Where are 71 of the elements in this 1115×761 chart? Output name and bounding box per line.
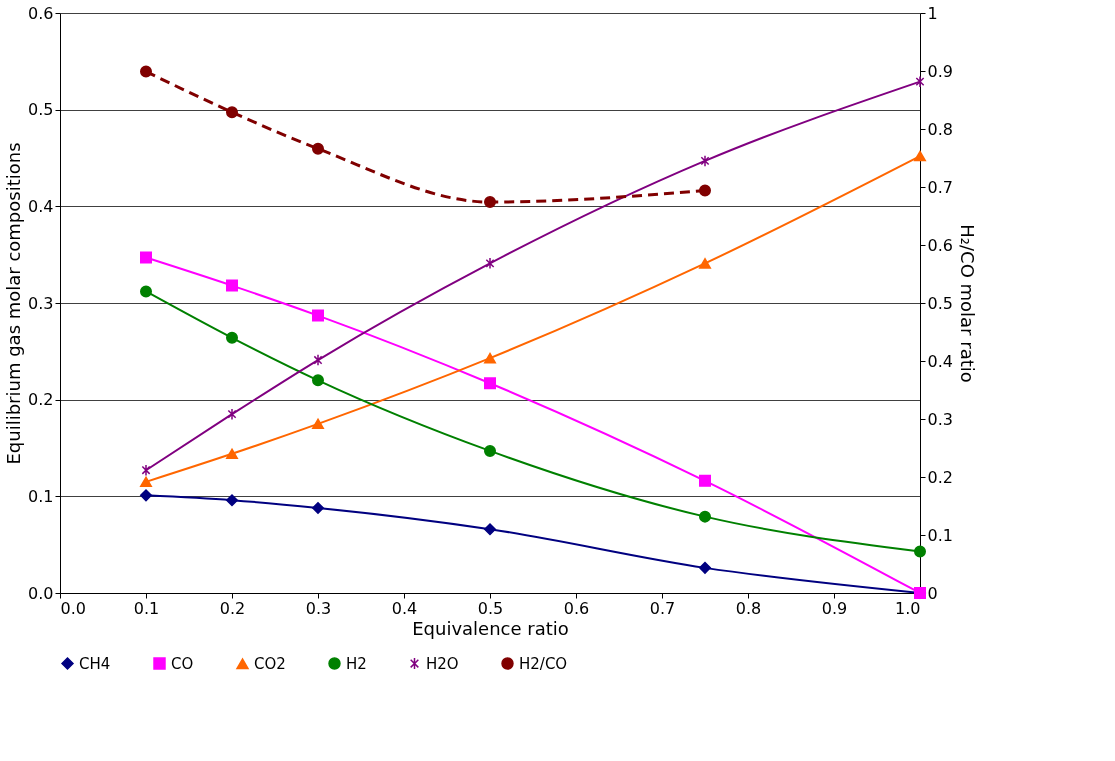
y-tick-label: 0.0 — [28, 583, 54, 603]
x-tick-label: 0.5 — [477, 598, 504, 618]
legend-label: CH4 — [79, 654, 111, 673]
point — [699, 258, 711, 269]
point — [484, 523, 496, 536]
point — [484, 352, 496, 364]
y2-tick-label: 1 — [927, 3, 938, 23]
y-tick-label: 0.1 — [28, 486, 54, 506]
y2-axis-title: H₂/CO molar ratio — [956, 224, 978, 383]
point — [226, 106, 238, 119]
x-tick-label: 0.0 — [60, 598, 86, 618]
y-axis-title: Equilibrium gas molar compositions — [3, 142, 25, 465]
y2-tick-label: 0.7 — [927, 177, 953, 197]
point — [226, 494, 238, 507]
point — [140, 476, 152, 488]
point — [140, 251, 152, 264]
y-tick-label: 0.3 — [28, 293, 54, 313]
point — [312, 142, 324, 155]
x-tick-label: 0.4 — [391, 598, 418, 618]
y2-tick-label: 0.5 — [927, 293, 953, 313]
y2-tick-label: 0.4 — [927, 351, 953, 371]
x-tick-label: 0.6 — [563, 598, 590, 618]
x-tick-label: 0.1 — [133, 598, 160, 618]
legend-label: H2 — [346, 654, 367, 673]
point — [914, 150, 926, 162]
point — [484, 444, 496, 457]
x-tick-label: 0.3 — [305, 598, 332, 618]
point — [312, 418, 324, 430]
x-tick-label: 0.2 — [219, 598, 246, 618]
point — [312, 501, 324, 514]
point — [140, 489, 152, 502]
point — [915, 75, 925, 88]
y-tick-label: 0.5 — [28, 100, 54, 120]
legend-label: CO2 — [254, 654, 286, 673]
point — [699, 561, 711, 574]
x-tick-label: 1.0 — [895, 598, 921, 618]
point — [227, 408, 237, 421]
point — [700, 154, 710, 167]
point — [699, 184, 711, 197]
point — [699, 510, 711, 523]
y-tick-label: 0.6 — [28, 3, 54, 23]
y2-tick-label: 0.2 — [927, 467, 953, 487]
point — [140, 65, 152, 78]
point — [312, 309, 324, 322]
point — [485, 257, 495, 270]
x-tick-label: 0.7 — [649, 598, 676, 618]
y-tick-label: 0.2 — [28, 390, 54, 410]
point — [699, 474, 711, 487]
point — [140, 285, 152, 298]
point — [313, 354, 323, 367]
y2-tick-label: 0.8 — [927, 119, 953, 139]
y2-tick-label: 0.3 — [927, 409, 953, 429]
point — [141, 464, 151, 477]
y2-tick-label: 0.9 — [927, 61, 953, 81]
x-tick-label: 0.8 — [735, 598, 762, 618]
y2-tick-label: 0 — [927, 583, 938, 603]
point — [484, 196, 496, 209]
x-tick-label: 0.9 — [821, 598, 848, 618]
point — [484, 377, 496, 390]
point — [226, 331, 238, 344]
point — [226, 279, 238, 292]
point — [226, 448, 238, 460]
y2-tick-label: 0.1 — [927, 525, 953, 545]
point — [914, 545, 926, 558]
y-tick-label: 0.4 — [28, 196, 54, 216]
x-axis-title: Equivalence ratio — [412, 617, 569, 639]
legend-label: H2/CO — [519, 654, 568, 673]
y2-tick-label: 0.6 — [927, 235, 953, 255]
point — [312, 374, 324, 387]
legend-label: CO — [171, 654, 194, 673]
legend-label: H2O — [426, 654, 459, 673]
